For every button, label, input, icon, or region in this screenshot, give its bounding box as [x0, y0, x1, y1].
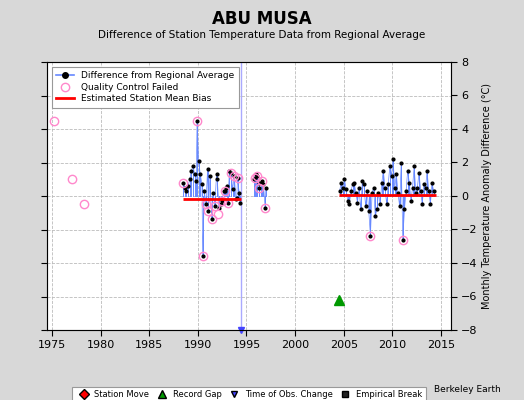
Y-axis label: Monthly Temperature Anomaly Difference (°C): Monthly Temperature Anomaly Difference (…: [482, 83, 492, 309]
Text: Berkeley Earth: Berkeley Earth: [434, 385, 500, 394]
Legend: Station Move, Record Gap, Time of Obs. Change, Empirical Break: Station Move, Record Gap, Time of Obs. C…: [72, 386, 426, 400]
Text: Difference of Station Temperature Data from Regional Average: Difference of Station Temperature Data f…: [99, 30, 425, 40]
Text: ABU MUSA: ABU MUSA: [212, 10, 312, 28]
